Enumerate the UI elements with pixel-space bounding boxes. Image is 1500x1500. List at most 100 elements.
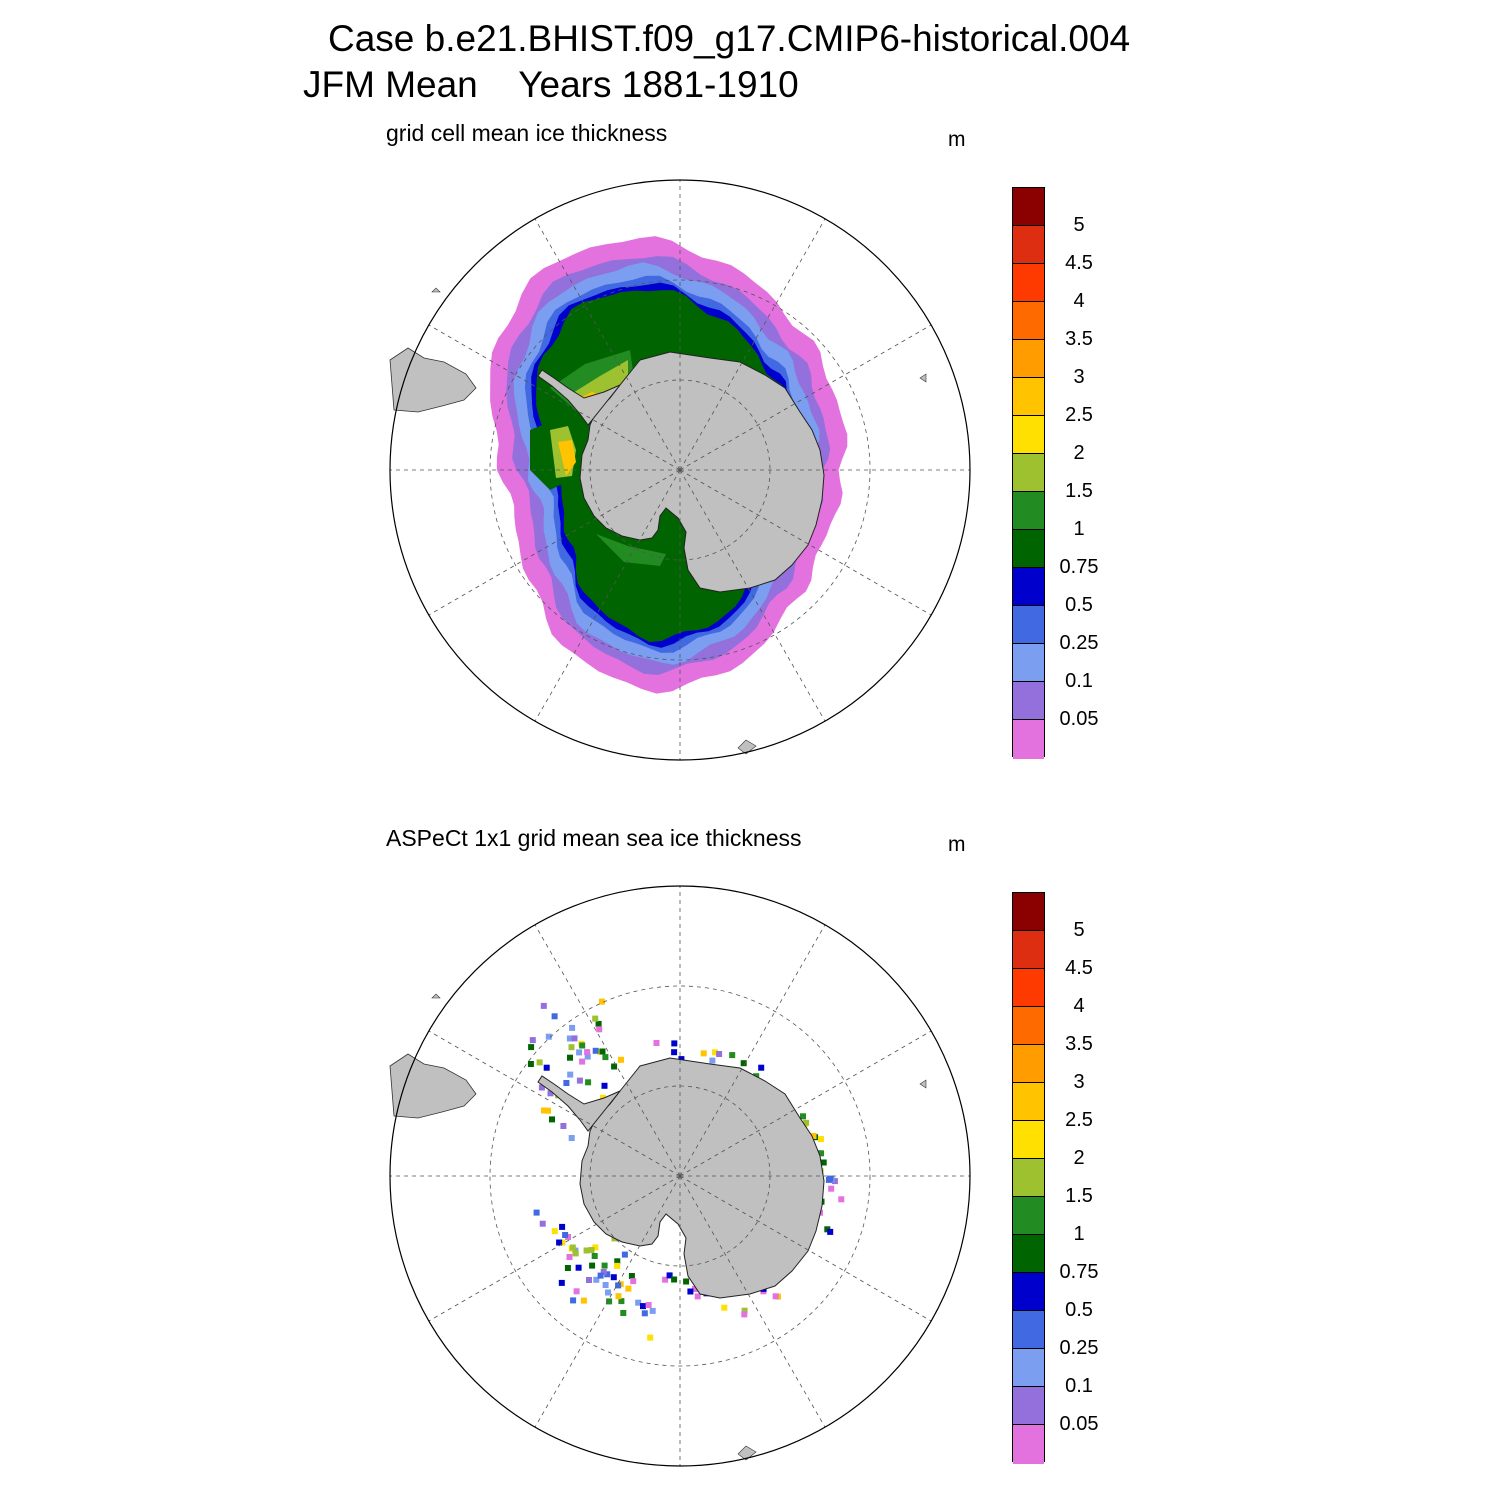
- colorbar-label: 0.1: [1065, 1375, 1093, 1397]
- observation-pixel: [580, 1297, 587, 1304]
- colorbar-label: 0.75: [1059, 556, 1099, 578]
- observation-pixel: [583, 1247, 590, 1254]
- observation-pixel: [536, 1059, 543, 1066]
- longitude-line: [679, 324, 932, 471]
- observation-pixel: [573, 1288, 580, 1295]
- observation-pixel: [591, 1253, 598, 1259]
- observation-pixel: [671, 1049, 678, 1056]
- observation-pixel: [558, 1279, 565, 1286]
- observation-pixel: [602, 1054, 609, 1061]
- map-overlay: [389, 885, 971, 1467]
- longitude-line: [428, 1030, 681, 1177]
- colorbar-tick: [1012, 681, 1045, 682]
- observation-pixel: [838, 1196, 845, 1203]
- longitude-line: [428, 1175, 681, 1322]
- observation-pixel: [803, 1119, 810, 1126]
- observation-pixel: [551, 1013, 558, 1020]
- observation-pixel: [625, 1285, 632, 1292]
- colorbar-tick: [1012, 1272, 1045, 1273]
- longitude-line: [534, 469, 681, 722]
- colorbar-tick: [1012, 1424, 1045, 1425]
- observation-pixel: [828, 1185, 835, 1192]
- observation-pixel: [567, 1071, 574, 1078]
- colorbar-swatch: [1013, 931, 1044, 970]
- ice-bellingshausen-yellow: [558, 440, 576, 476]
- colorbar-label: 5: [1073, 214, 1085, 236]
- panel-model-units: m: [948, 128, 966, 151]
- colorbar-tick: [1012, 719, 1045, 720]
- observation-pixel: [538, 1084, 545, 1091]
- observation-pixel: [528, 1044, 535, 1051]
- colorbar-label: 2.5: [1065, 404, 1093, 426]
- observation-pixel: [645, 1302, 652, 1308]
- colorbar-tick: [1012, 1386, 1045, 1387]
- observation-pixel: [653, 1040, 660, 1046]
- colorbar-frame: [1012, 187, 1045, 759]
- colorbar-swatch: [1013, 492, 1044, 531]
- observation-pixel: [539, 1220, 546, 1227]
- colorbar-tick: [1012, 263, 1045, 264]
- colorbar-tick: [1012, 1006, 1045, 1007]
- longitude-line: [679, 1175, 826, 1428]
- observation-pixel: [649, 1307, 656, 1314]
- observation-pixel: [712, 1049, 718, 1056]
- observation-pixel: [593, 1276, 600, 1283]
- observation-pixel: [827, 1228, 834, 1235]
- observation-pixel: [592, 1047, 599, 1054]
- colorbar-tick: [1012, 968, 1045, 969]
- observation-pixel: [758, 1064, 765, 1071]
- observation-pixel: [563, 1080, 570, 1086]
- observation-pixel: [545, 1107, 551, 1114]
- observation-pixel: [549, 1116, 555, 1123]
- colorbar-swatch: [1013, 1349, 1044, 1388]
- obs-polar-map: [389, 885, 971, 1467]
- colorbar-swatch: [1013, 1007, 1044, 1046]
- colorbar-label: 3: [1073, 366, 1085, 388]
- colorbar-swatch: [1013, 1235, 1044, 1274]
- colorbar-tick: [1012, 1196, 1045, 1197]
- land-antarctic-peninsula: [537, 1075, 621, 1132]
- longitude-line: [534, 924, 681, 1177]
- colorbar-label: 0.5: [1065, 1299, 1093, 1321]
- colorbar-label: 0.05: [1059, 1413, 1099, 1435]
- observation-pixel: [620, 1310, 627, 1316]
- observation-pixel: [584, 1049, 591, 1056]
- land-antarctica: [579, 351, 825, 593]
- observation-pixel: [598, 998, 605, 1005]
- longitude-line: [679, 1030, 932, 1177]
- observation-pixel: [800, 1113, 806, 1120]
- observation-pixel: [527, 1061, 534, 1067]
- observation-pixel: [666, 1272, 673, 1279]
- observation-pixel: [614, 1258, 621, 1265]
- observation-pixel: [741, 1311, 748, 1318]
- observation-pixel: [575, 1264, 582, 1271]
- land-antarctica: [579, 1057, 825, 1299]
- land-island: [737, 1445, 757, 1461]
- colorbar-label: 4.5: [1065, 957, 1093, 979]
- observation-pixel: [572, 1250, 579, 1257]
- colorbar-label: 5: [1073, 919, 1085, 941]
- observation-pixel: [551, 1228, 558, 1235]
- observation-pixel: [683, 1278, 690, 1285]
- observation-pixel: [671, 1276, 678, 1283]
- observation-pixel: [597, 1272, 604, 1279]
- colorbar-swatch: [1013, 644, 1044, 683]
- obs-colorbar: 5 4.5 4 3.5 3 2.5 2 1.5 1 0.75 0.5 0.25 0.1 0.05: [1012, 892, 1098, 1464]
- observation-pixel: [568, 1044, 575, 1051]
- observation-pixel: [540, 1002, 547, 1009]
- observation-pixel: [576, 1049, 583, 1056]
- observation-pixel: [810, 1133, 817, 1139]
- colorbar-tick: [1012, 529, 1045, 530]
- colorbar-tick: [1012, 1348, 1045, 1349]
- observation-pixel: [569, 1024, 576, 1031]
- observation-pixel: [543, 1064, 550, 1071]
- observation-pixel: [564, 1265, 571, 1271]
- observation-pixel: [595, 1020, 602, 1027]
- observation-pixel: [740, 1060, 747, 1067]
- colorbar-label: 3.5: [1065, 1033, 1093, 1055]
- colorbar-label: 1.5: [1065, 1185, 1093, 1207]
- observation-pixel: [602, 1282, 609, 1288]
- observation-pixel: [529, 1037, 536, 1044]
- observation-pixel: [592, 1015, 599, 1022]
- latitude-circle: [489, 985, 871, 1367]
